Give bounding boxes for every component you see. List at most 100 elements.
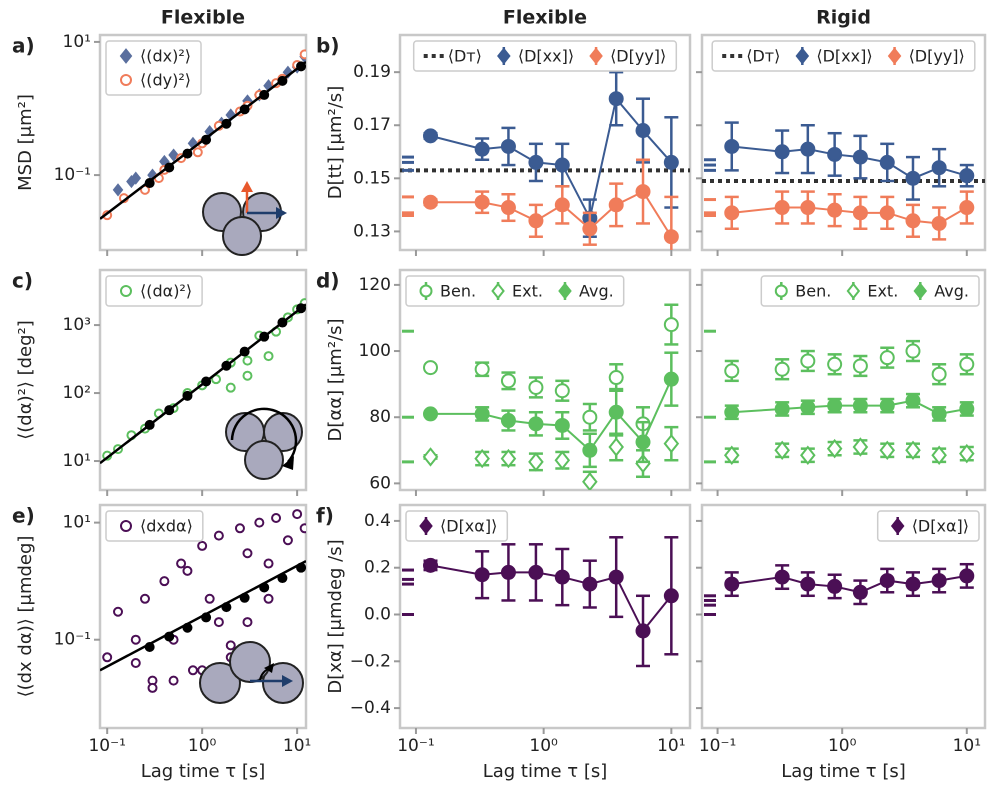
y-tick-label: 10¹ — [63, 451, 91, 471]
panel: 0.13 0.15 0.17 0.19 ⟨Dᴛ⟩ ⟨D[xx]⟩ ⟨D[yy]⟩ Flexib… — [316, 7, 692, 256]
data-point — [663, 371, 679, 387]
x-tick-label: 10¹ — [657, 736, 685, 756]
data-point — [852, 358, 868, 374]
data-point — [221, 360, 232, 371]
data-point — [500, 373, 516, 389]
inset-a — [202, 181, 287, 256]
data-point — [635, 184, 651, 200]
data-point — [500, 413, 516, 429]
plot-area — [700, 503, 987, 730]
x-tick-label: 10⁰ — [529, 736, 558, 756]
legend-swatch — [419, 517, 433, 535]
data-point — [554, 569, 570, 585]
data-point — [239, 592, 250, 603]
data-point — [635, 123, 651, 139]
data-point — [263, 558, 274, 569]
panel-letter: c) — [12, 269, 33, 293]
y-tick-label: 0.15 — [353, 168, 391, 188]
y-tick-label: 80 — [369, 407, 391, 427]
plot-area — [398, 503, 692, 730]
data-point — [879, 573, 895, 589]
panel: 60 80 100 120 Ben. Ext. Avg. d) D[αα] [μm²/s] — [316, 269, 692, 496]
legend-label: ⟨D[yy]⟩ — [610, 47, 666, 66]
y-tick-label: 0.0 — [364, 605, 391, 625]
data-point — [774, 361, 790, 377]
y-tick-label: 10⁻¹ — [54, 630, 91, 650]
legend: Ben. Ext. Avg. — [405, 275, 625, 307]
panel: Ben. Ext. Avg. — [696, 268, 987, 496]
data-point — [423, 194, 439, 210]
data-point — [239, 346, 250, 357]
data-point — [608, 370, 624, 386]
legend: ⟨D[xα]⟩ — [876, 510, 980, 542]
panel-letter: a) — [12, 34, 35, 58]
data-point — [827, 202, 843, 218]
data-point — [554, 417, 570, 433]
data-point — [259, 331, 270, 342]
y-tick-label: 10¹ — [63, 32, 91, 52]
y-tick-label: 10¹ — [63, 513, 91, 533]
data-point — [213, 530, 224, 541]
data-point — [474, 567, 490, 583]
data-point — [827, 398, 843, 414]
legend-box — [760, 275, 980, 307]
data-point — [192, 147, 203, 158]
legend-swatch — [120, 74, 132, 86]
data-point — [931, 445, 947, 465]
legend-box — [405, 510, 509, 542]
legend-entry: Ext. — [846, 282, 898, 301]
data-point — [164, 162, 175, 173]
data-point — [201, 134, 212, 145]
data-point — [663, 433, 680, 454]
legend-label: ⟨(dy)²⟩ — [140, 71, 191, 90]
legend-label: ⟨(dx)²⟩ — [140, 47, 191, 66]
legend-swatch — [887, 47, 902, 65]
legend-entry: ⟨D[xα]⟩ — [419, 517, 497, 536]
legend: ⟨Dᴛ⟩ ⟨D[xx]⟩ ⟨D[yy]⟩ — [412, 40, 678, 72]
legend-entry: ⟨D[xα]⟩ — [890, 517, 969, 536]
data-point — [608, 404, 624, 420]
data-point — [774, 144, 790, 160]
series-group — [100, 49, 306, 221]
y-tick-label: 0.13 — [353, 221, 391, 241]
data-point — [879, 398, 895, 414]
y-tick-label: 0.19 — [353, 62, 391, 82]
data-point — [959, 401, 975, 417]
data-point — [959, 200, 975, 216]
y-axis-label: D[tt] [μm²/s] — [325, 86, 346, 199]
data-point — [800, 445, 816, 465]
panel: 10⁻¹ 10⁰ 10¹ −0.4 −0.2 0.0 0.2 0.4 ⟨D[xα]⟩ f) D[xα… — [316, 503, 692, 782]
data-point — [259, 582, 270, 593]
legend-swatch — [913, 282, 928, 300]
data-point — [422, 447, 439, 467]
y-tick-label: 0.4 — [364, 511, 391, 531]
inset-c — [225, 407, 303, 480]
data-point — [663, 154, 679, 170]
data-point — [879, 350, 895, 366]
y-axis-label: ⟨(dx dα)⟩ [μmdeg] — [15, 536, 36, 698]
panel-letter: e) — [12, 504, 35, 528]
data-point — [827, 356, 843, 372]
legend-entry: ⟨D[xx]⟩ — [795, 47, 873, 66]
data-point — [554, 450, 571, 470]
legend-entry: ⟨dxdα⟩ — [120, 517, 193, 536]
legend-swatch — [558, 282, 572, 300]
y-axis-label: MSD [μm²] — [15, 94, 36, 191]
data-point — [663, 588, 679, 604]
data-point — [176, 558, 187, 569]
legend-entry: ⟨D[yy]⟩ — [589, 47, 666, 66]
legend-swatch — [497, 47, 511, 65]
legend: ⟨(dα)²⟩ — [105, 275, 203, 307]
x-tick-label: 10¹ — [953, 736, 981, 756]
series-group — [704, 562, 975, 617]
data-point — [827, 146, 843, 162]
legend-swatch — [846, 282, 861, 300]
legend-entry: Avg. — [913, 282, 969, 301]
data-point — [582, 576, 598, 592]
data-point — [905, 170, 921, 186]
data-point — [931, 573, 947, 589]
data-point — [234, 523, 245, 534]
data-point — [423, 360, 439, 376]
legend-box — [711, 40, 976, 72]
data-point — [292, 509, 303, 520]
